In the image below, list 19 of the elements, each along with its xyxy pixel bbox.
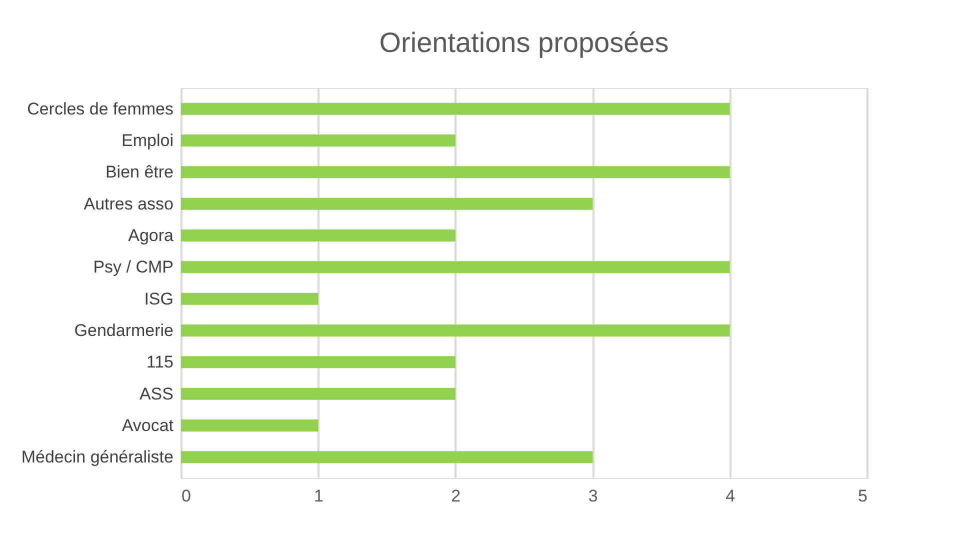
x-tick-label: 0 [182,486,191,506]
y-tick-label: Médecin généraliste [21,448,174,467]
y-tick-label: Autres asso [84,194,174,214]
y-tick-label: Psy / CMP [93,258,174,277]
y-tick-label: Agora [128,226,174,245]
y-tick-label: Avocat [122,416,174,435]
x-tick-label: 4 [726,486,736,506]
x-tick-label: 2 [451,486,461,506]
x-tick-label: 1 [314,486,324,506]
y-tick-label: ISG [144,289,174,308]
x-tick-label: 3 [588,486,598,506]
y-tick-label: 115 [146,352,174,372]
y-tick-label: Emploi [122,131,174,150]
x-tick-label: 5 [858,486,868,506]
y-tick-label: Gendarmerie [74,321,174,340]
y-tick-label: Bien être [105,162,174,182]
y-tick-label: Cercles de femmes [27,99,174,118]
y-tick-label: ASS [139,384,174,404]
chart-title: Orientations proposées [379,27,669,58]
